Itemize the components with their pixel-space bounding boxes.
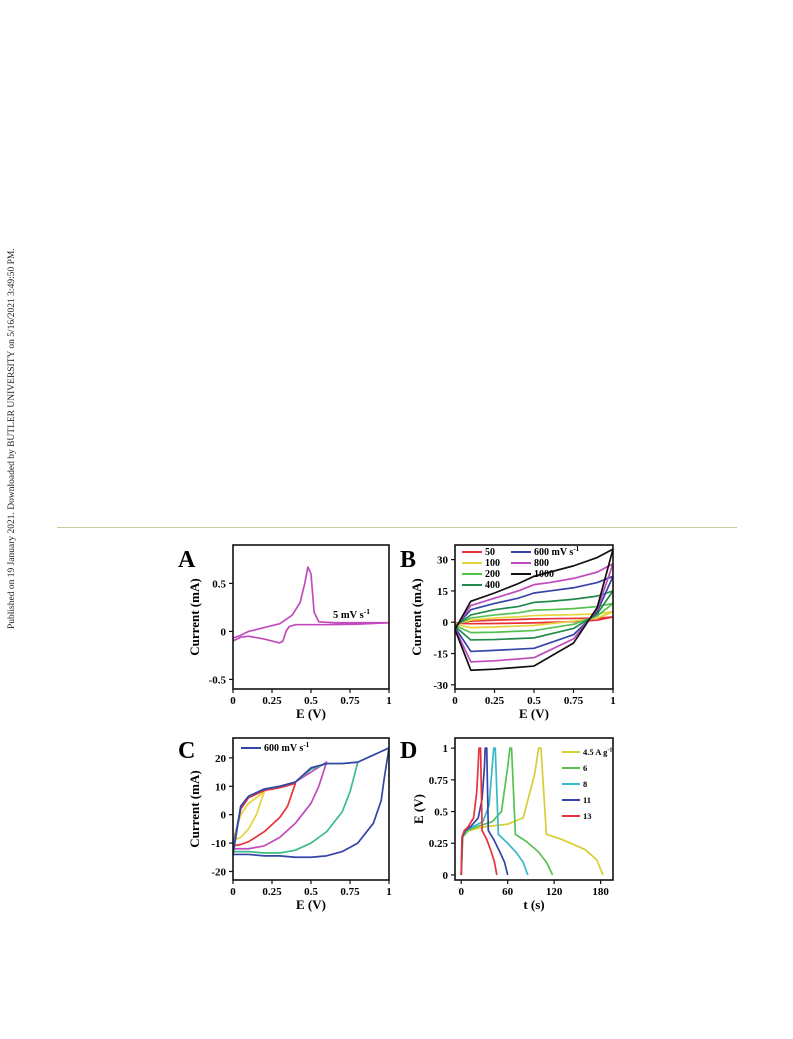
legend-label: 4.5 A g-1 (583, 747, 612, 757)
x-tick-label: 0 (230, 886, 236, 898)
panel-letter: D (400, 738, 417, 764)
x-tick-label: 1 (386, 695, 392, 707)
x-tick-label: 0.5 (527, 695, 541, 707)
legend-label: 6 (583, 763, 587, 773)
x-tick-label: 0 (452, 695, 458, 707)
panel-letter: B (400, 547, 416, 573)
panel-c: C 0 0.25 0.5 0.75 1 -20 -10 0 10 20 E (V) Current (m… (178, 737, 392, 912)
x-tick-label: 1 (386, 886, 392, 898)
x-tick-label: 0.5 (304, 695, 318, 707)
legend-label: 11 (583, 795, 591, 805)
x-tick-label: 0.25 (262, 695, 282, 707)
series-line-5 (455, 575, 613, 653)
plot-frame (232, 544, 390, 690)
side-note-text: Published on 19 January 2021. Downloaded… (7, 248, 17, 629)
y-axis-label: Current (mA) (187, 770, 202, 847)
series-line-2 (233, 782, 297, 847)
x-axis-label: E (V) (296, 897, 326, 912)
x-tick-label: 0.75 (564, 695, 584, 707)
x-tick-label: 120 (546, 886, 563, 898)
legend-label: 400 (485, 580, 500, 591)
y-tick-label: 30 (437, 555, 449, 567)
y-tick-label: -20 (211, 866, 226, 878)
series-line-7 (455, 548, 613, 672)
legend-label: 1000 (534, 569, 554, 580)
y-tick-label: 20 (215, 753, 227, 765)
y-axis-label: Current (mA) (409, 578, 424, 655)
series-line-5 (460, 747, 498, 876)
series-line-2 (460, 747, 554, 876)
x-tick-label: 0.25 (485, 695, 505, 707)
x-tick-label: 0.25 (262, 886, 282, 898)
legend-label: 8 (583, 779, 587, 789)
section-divider (57, 527, 737, 528)
y-tick-label: -10 (211, 838, 226, 850)
y-tick-label: 0 (443, 617, 449, 629)
legend: 4.5 A g-1 6 8 11 13 (562, 747, 612, 821)
y-tick-label: 1 (443, 743, 449, 755)
legend-label: 50 (485, 547, 495, 558)
panel-d: D 0 60 120 180 0 0.25 0.5 0.75 1 t (s) E (V) 4.5 A g… (400, 737, 614, 912)
x-tick-label: 0.5 (304, 886, 318, 898)
series-line-4 (455, 590, 613, 641)
y-axis-label: E (V) (411, 794, 426, 824)
panel-letter: C (178, 738, 195, 764)
y-tick-label: 0.5 (434, 807, 448, 819)
series-line-5 (233, 747, 389, 859)
panel-b: B 0 0.25 0.5 0.75 1 -30 -15 0 15 30 E (V) Current (m… (400, 544, 616, 721)
x-axis-label: E (V) (296, 706, 326, 721)
series-group (455, 548, 613, 672)
legend: 600 mV s-1 (241, 741, 310, 754)
publication-side-note: Published on 19 January 2021. Downloaded… (7, 248, 17, 629)
x-tick-label: 0.75 (340, 886, 360, 898)
y-tick-label: 0.75 (429, 775, 449, 787)
legend-label: 100 (485, 558, 500, 569)
y-tick-label: 0.25 (429, 838, 449, 850)
series-group (233, 747, 389, 859)
figure-four-panel-chart: A0 0.25 0.5 0.75 1-0.500.5E (V)Current (mA) 5… (178, 544, 616, 912)
series-group (233, 566, 389, 644)
x-tick-label: 0 (230, 695, 236, 707)
x-tick-label: 0 (458, 886, 464, 898)
y-tick-label: 0 (443, 870, 449, 882)
y-tick-label: 10 (215, 781, 227, 793)
series-line-1 (233, 791, 266, 842)
series-line-1 (233, 566, 389, 644)
series-line-3 (460, 747, 529, 876)
legend-label: 800 (534, 558, 549, 569)
legend-label: 13 (583, 811, 592, 821)
panel-a: A0 0.25 0.5 0.75 1-0.500.5E (V)Current (mA) 5… (178, 544, 392, 721)
y-tick-label: 15 (437, 586, 449, 598)
y-tick-label: 0 (221, 810, 227, 822)
x-tick-label: 180 (592, 886, 609, 898)
series-group (460, 747, 604, 876)
x-axis-label: t (s) (523, 897, 544, 912)
scan-rate-annotation: 5 mV s-1 (333, 607, 370, 621)
plot-frame (454, 737, 614, 881)
y-tick-label: -15 (433, 649, 448, 661)
x-tick-label: 0.75 (340, 695, 360, 707)
x-tick-label: 1 (610, 695, 616, 707)
y-tick-label: -0.5 (209, 674, 227, 686)
y-axis-label: Current (mA) (187, 578, 202, 655)
y-tick-label: -30 (433, 680, 448, 692)
x-axis-label: E (V) (519, 706, 549, 721)
x-tick-label: 60 (502, 886, 513, 898)
y-tick-label: 0.5 (212, 578, 226, 590)
legend-label: 600 mV s-1 (264, 741, 310, 754)
y-tick-label: 0 (221, 626, 227, 638)
legend-label: 600 mV s-1 (534, 545, 580, 558)
series-line-6 (455, 562, 613, 663)
series-line-1 (460, 747, 604, 876)
legend-label: 200 (485, 569, 500, 580)
panel-letter: A (178, 547, 196, 573)
